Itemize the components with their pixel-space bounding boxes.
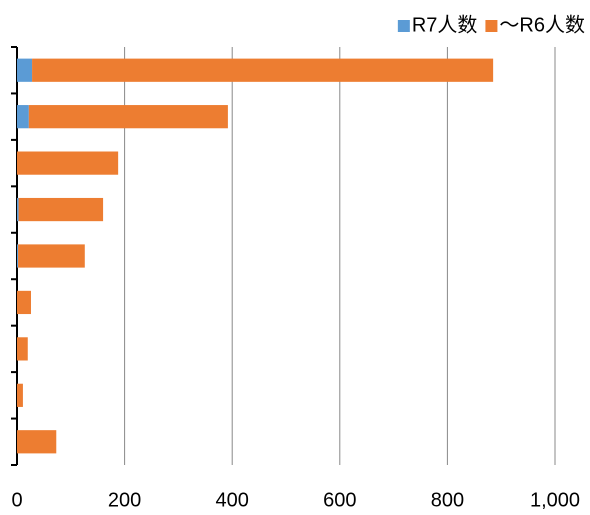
bar xyxy=(28,105,228,129)
bar xyxy=(17,58,33,82)
x-tick-label: 200 xyxy=(108,489,141,511)
bar xyxy=(32,58,494,82)
bar xyxy=(18,244,85,268)
x-tick-label: 1,000 xyxy=(530,489,580,511)
x-tick-label: 0 xyxy=(11,489,22,511)
bar xyxy=(17,151,119,175)
legend-label: R7人数 xyxy=(412,13,478,36)
bar xyxy=(17,383,23,407)
bar xyxy=(17,105,29,129)
bar xyxy=(17,197,19,222)
legend-swatch xyxy=(485,20,498,32)
bar xyxy=(17,290,31,315)
x-tick-label: 800 xyxy=(431,489,464,511)
legend-label: ～R6人数 xyxy=(499,13,585,36)
legend-swatch xyxy=(397,20,410,32)
bar xyxy=(17,430,57,454)
x-tick-label: 400 xyxy=(216,489,249,511)
bar xyxy=(17,337,28,361)
bar xyxy=(18,197,104,222)
x-tick-label: 600 xyxy=(323,489,356,511)
bar xyxy=(17,244,19,268)
